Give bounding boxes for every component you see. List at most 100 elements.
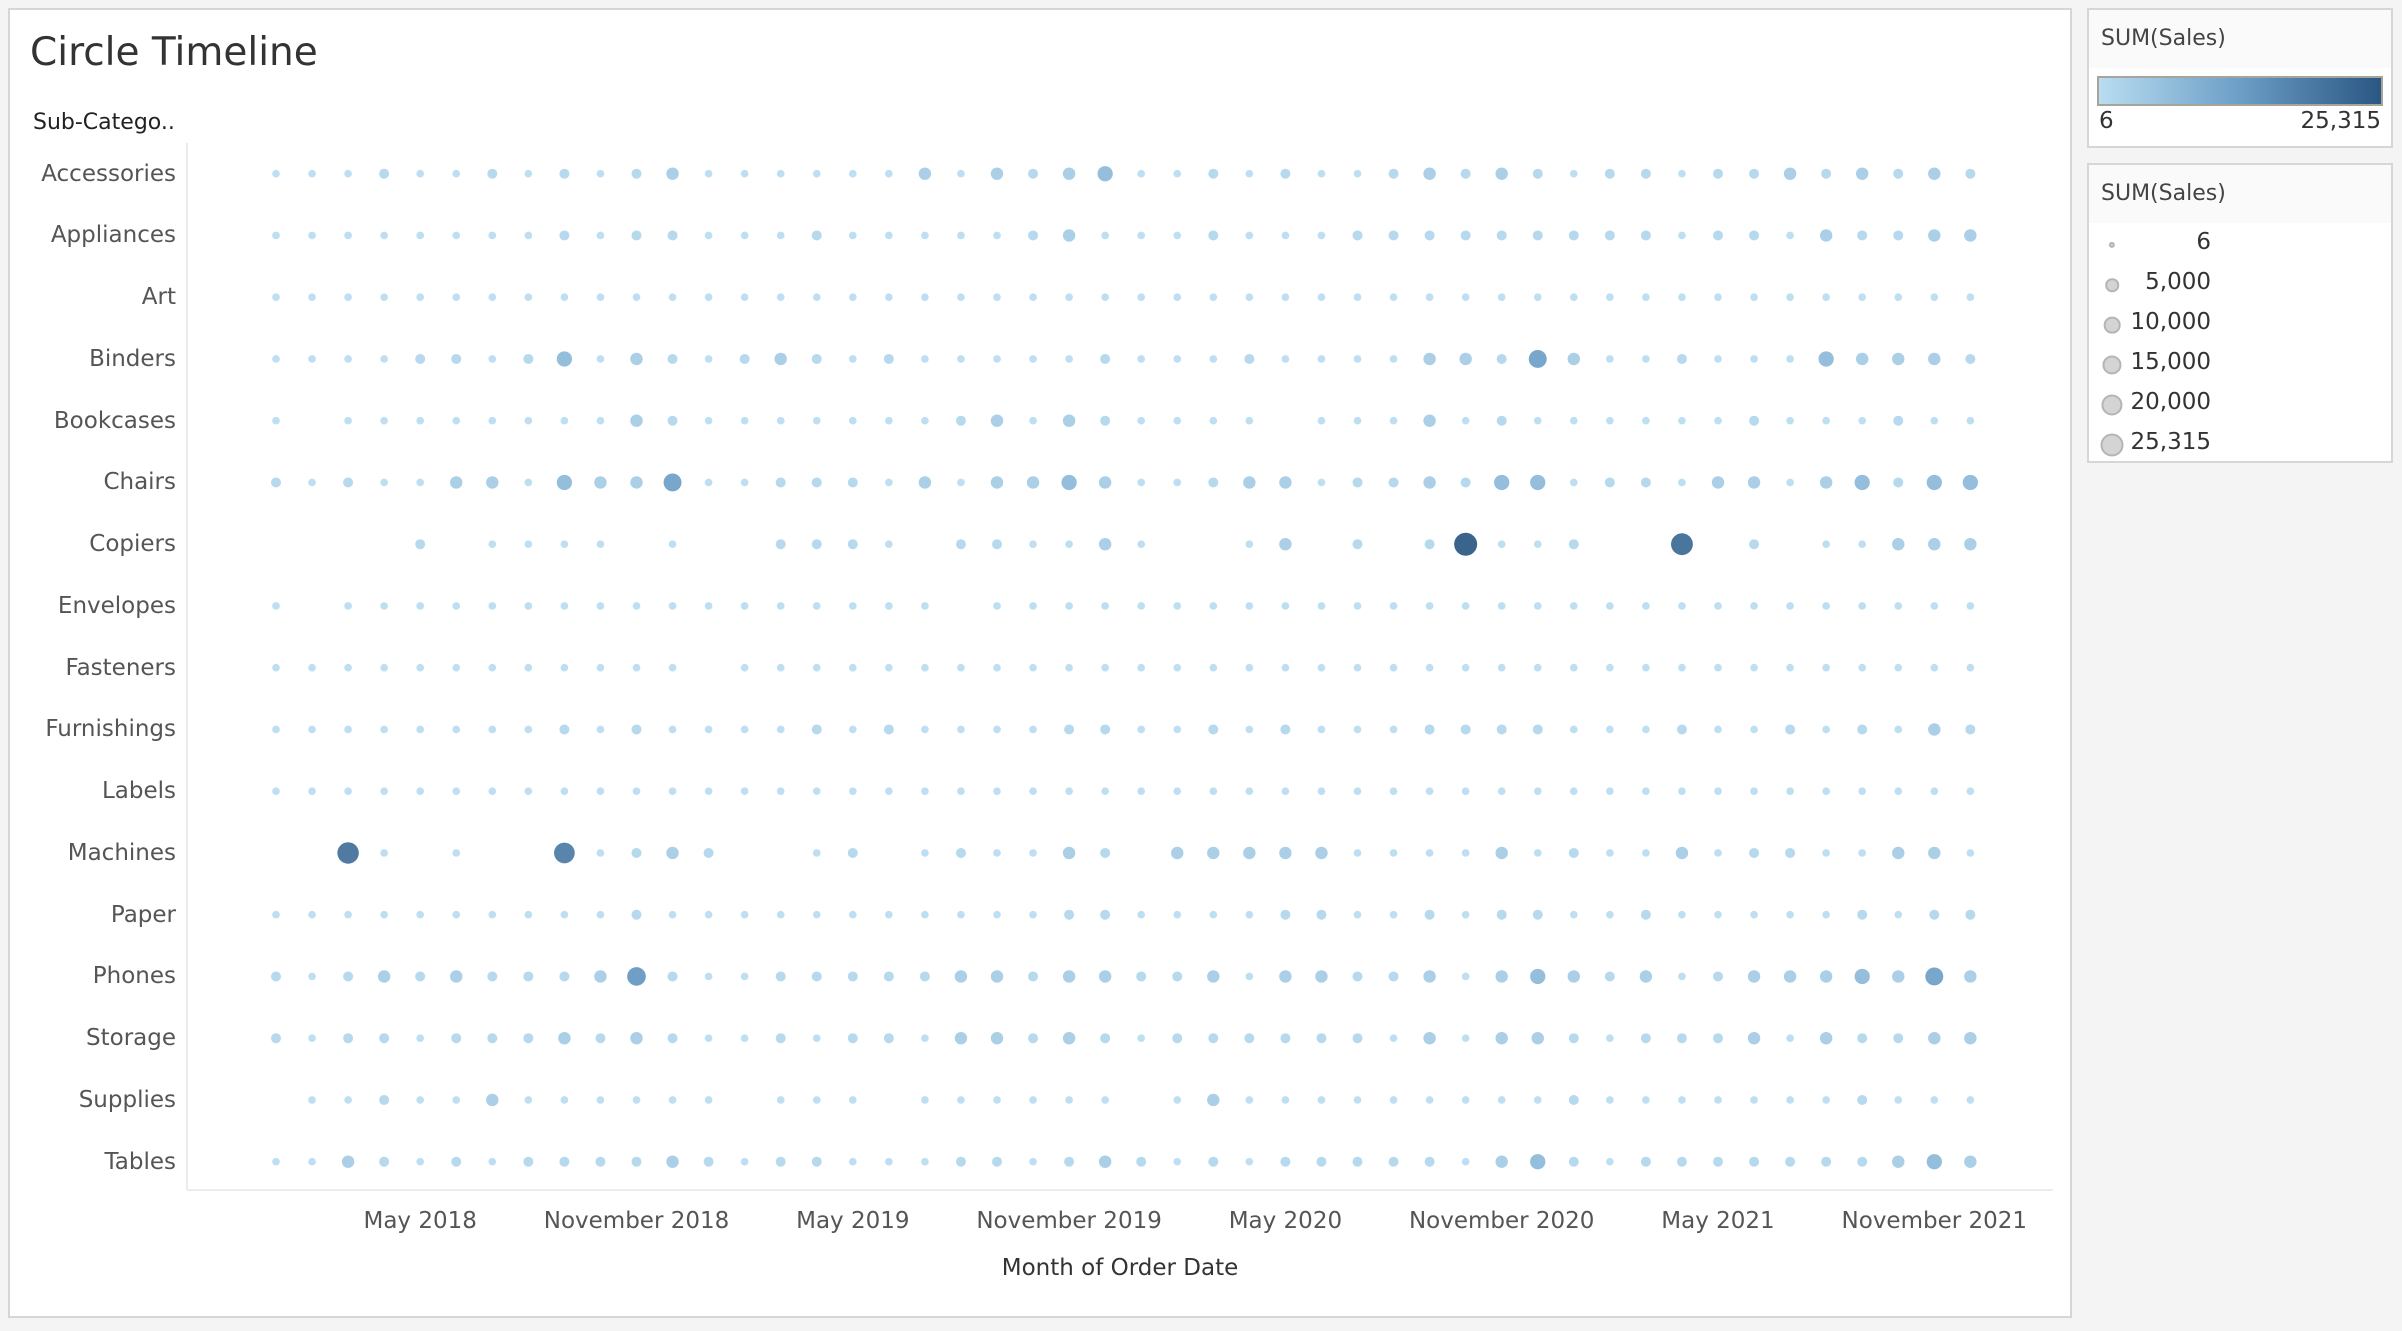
dot[interactable] xyxy=(1606,849,1614,857)
dot[interactable] xyxy=(596,169,605,178)
dot[interactable] xyxy=(1317,602,1326,610)
dot[interactable] xyxy=(667,1033,678,1044)
row-label[interactable]: Accessories xyxy=(41,160,176,187)
dot[interactable] xyxy=(415,971,426,982)
dot[interactable] xyxy=(1676,1033,1687,1044)
dot[interactable] xyxy=(1062,1031,1076,1045)
dot[interactable] xyxy=(1750,910,1758,919)
dot[interactable] xyxy=(344,663,352,672)
dot[interactable] xyxy=(1786,787,1794,796)
dot[interactable] xyxy=(1567,970,1581,983)
dot[interactable] xyxy=(1172,971,1183,982)
dot[interactable] xyxy=(1786,602,1794,610)
dot[interactable] xyxy=(1858,293,1867,302)
dot[interactable] xyxy=(1280,724,1291,735)
dot[interactable] xyxy=(1892,1155,1905,1168)
dot[interactable] xyxy=(1747,476,1761,489)
dot[interactable] xyxy=(1714,416,1722,425)
dot[interactable] xyxy=(919,971,930,982)
dot[interactable] xyxy=(1640,168,1651,179)
dot[interactable] xyxy=(1568,1033,1579,1044)
row-label[interactable]: Supplies xyxy=(78,1086,176,1113)
dot[interactable] xyxy=(1137,725,1146,734)
dot[interactable] xyxy=(668,293,677,302)
dot[interactable] xyxy=(921,602,929,610)
dot[interactable] xyxy=(1137,910,1146,919)
dot[interactable] xyxy=(1604,168,1615,179)
dot[interactable] xyxy=(921,355,929,363)
dot[interactable] xyxy=(704,725,713,734)
dot[interactable] xyxy=(1207,846,1220,860)
dot[interactable] xyxy=(1317,725,1326,734)
dot[interactable] xyxy=(1353,663,1362,672)
dot[interactable] xyxy=(1281,663,1290,672)
dot[interactable] xyxy=(379,1094,390,1105)
dot[interactable] xyxy=(812,602,821,610)
dot[interactable] xyxy=(560,910,569,919)
dot[interactable] xyxy=(560,787,569,796)
dot[interactable] xyxy=(1100,909,1111,920)
dot[interactable] xyxy=(1029,910,1037,919)
dot[interactable] xyxy=(811,971,822,982)
dot[interactable] xyxy=(848,663,857,672)
dot[interactable] xyxy=(1029,416,1037,425)
dot[interactable] xyxy=(559,168,570,179)
dot[interactable] xyxy=(1966,1096,1975,1104)
dot[interactable] xyxy=(993,849,1001,857)
dot[interactable] xyxy=(704,972,713,981)
dot[interactable] xyxy=(1460,230,1471,241)
dot[interactable] xyxy=(1822,416,1830,425)
dot[interactable] xyxy=(993,355,1001,363)
dot[interactable] xyxy=(1858,849,1867,857)
dot[interactable] xyxy=(1783,970,1797,983)
dot[interactable] xyxy=(740,169,749,178)
dot[interactable] xyxy=(1173,1157,1182,1166)
dot[interactable] xyxy=(416,602,425,610)
dot[interactable] xyxy=(740,972,749,981)
dot[interactable] xyxy=(1459,352,1472,366)
dot[interactable] xyxy=(1568,1094,1579,1105)
dot[interactable] xyxy=(416,169,425,178)
dot[interactable] xyxy=(1930,787,1939,796)
dot[interactable] xyxy=(1461,663,1470,672)
dot[interactable] xyxy=(1604,230,1615,241)
dot[interactable] xyxy=(1857,909,1868,920)
dot[interactable] xyxy=(308,725,316,734)
dot[interactable] xyxy=(1822,540,1830,549)
dot[interactable] xyxy=(1714,725,1722,734)
dot[interactable] xyxy=(596,540,605,549)
dot[interactable] xyxy=(740,910,749,919)
dot[interactable] xyxy=(596,849,605,857)
dot[interactable] xyxy=(524,540,533,549)
dot[interactable] xyxy=(1281,602,1290,610)
dot[interactable] xyxy=(1425,293,1434,302)
dot[interactable] xyxy=(1714,1096,1722,1104)
dot[interactable] xyxy=(1461,416,1470,425)
dot[interactable] xyxy=(1173,725,1182,734)
dot[interactable] xyxy=(1423,970,1436,983)
dot[interactable] xyxy=(1640,477,1651,488)
dot[interactable] xyxy=(1065,663,1073,672)
dot[interactable] xyxy=(272,293,280,302)
dot[interactable] xyxy=(885,787,893,796)
dot[interactable] xyxy=(1568,847,1579,858)
dot[interactable] xyxy=(1209,602,1218,610)
dot[interactable] xyxy=(1642,787,1650,796)
dot[interactable] xyxy=(1460,477,1471,488)
dot[interactable] xyxy=(1568,1156,1579,1167)
dot[interactable] xyxy=(452,910,461,919)
dot[interactable] xyxy=(1676,1156,1687,1167)
dot[interactable] xyxy=(452,725,461,734)
dot[interactable] xyxy=(1678,478,1686,487)
dot[interactable] xyxy=(990,476,1004,489)
dot[interactable] xyxy=(415,539,426,550)
dot[interactable] xyxy=(308,972,316,981)
dot[interactable] xyxy=(1353,416,1362,425)
dot[interactable] xyxy=(1496,415,1507,426)
dot[interactable] xyxy=(1101,231,1109,240)
dot[interactable] xyxy=(1642,725,1650,734)
dot[interactable] xyxy=(1028,1033,1039,1044)
dot[interactable] xyxy=(1352,1156,1363,1167)
dot[interactable] xyxy=(1100,847,1111,858)
dot[interactable] xyxy=(1353,602,1362,610)
